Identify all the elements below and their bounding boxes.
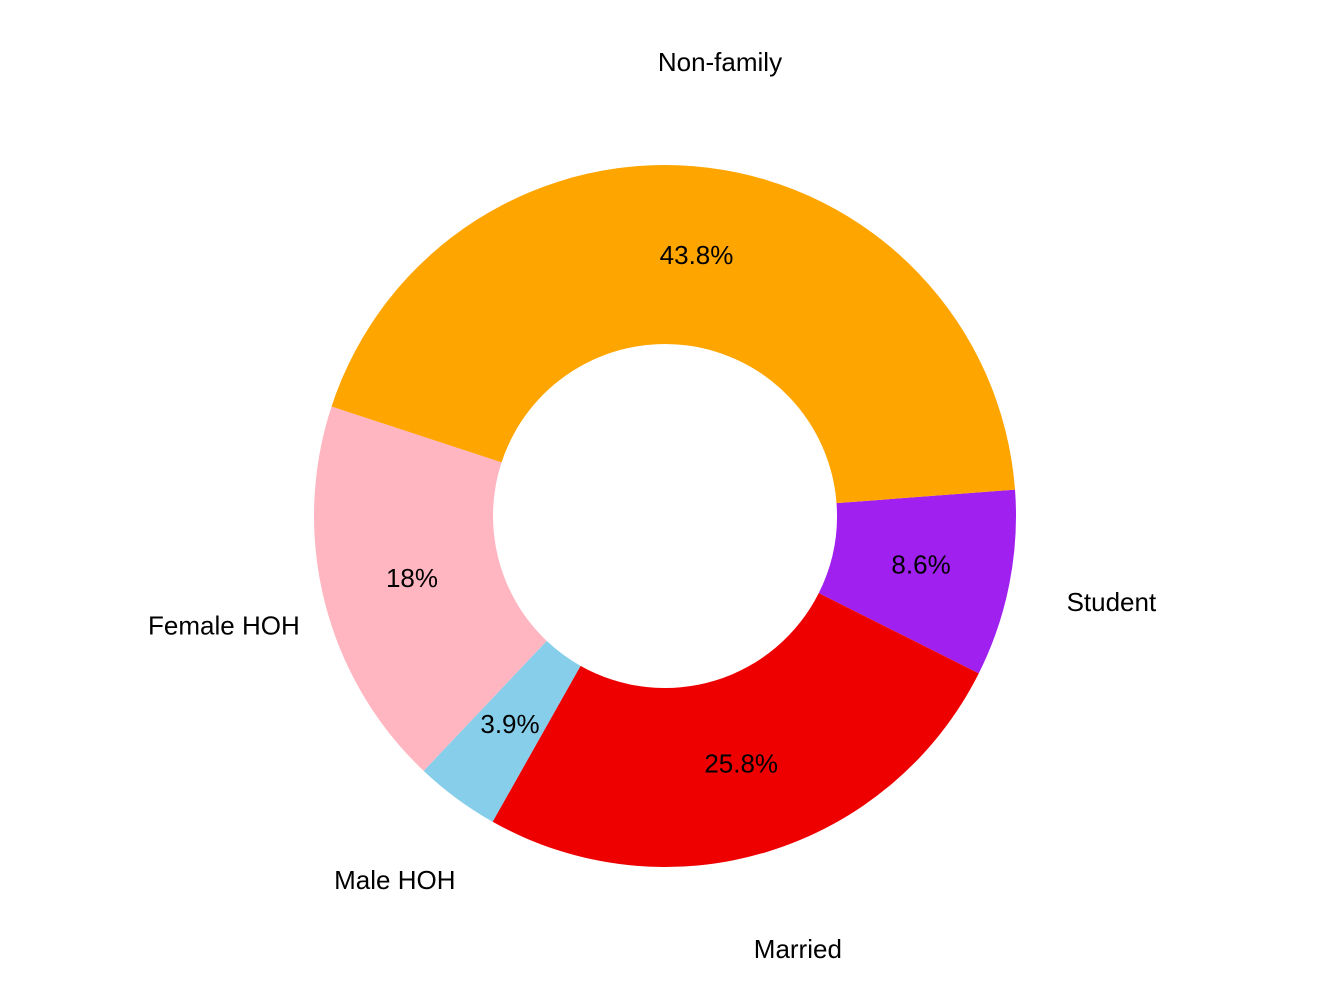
donut-slice bbox=[492, 593, 979, 867]
category-label: Male HOH bbox=[334, 865, 455, 895]
value-label: 18% bbox=[386, 563, 438, 593]
value-label: 43.8% bbox=[660, 240, 734, 270]
category-label: Student bbox=[1067, 587, 1157, 617]
donut-slice bbox=[423, 640, 581, 822]
donut-slice bbox=[331, 164, 1016, 504]
category-label: Female HOH bbox=[148, 610, 300, 640]
donut-slice bbox=[818, 489, 1016, 674]
donut-slice bbox=[313, 406, 547, 771]
value-label: 8.6% bbox=[891, 549, 950, 579]
category-label: Married bbox=[754, 934, 842, 964]
category-label: Non-family bbox=[658, 47, 782, 77]
value-label: 3.9% bbox=[480, 709, 539, 739]
value-label: 25.8% bbox=[704, 749, 778, 779]
